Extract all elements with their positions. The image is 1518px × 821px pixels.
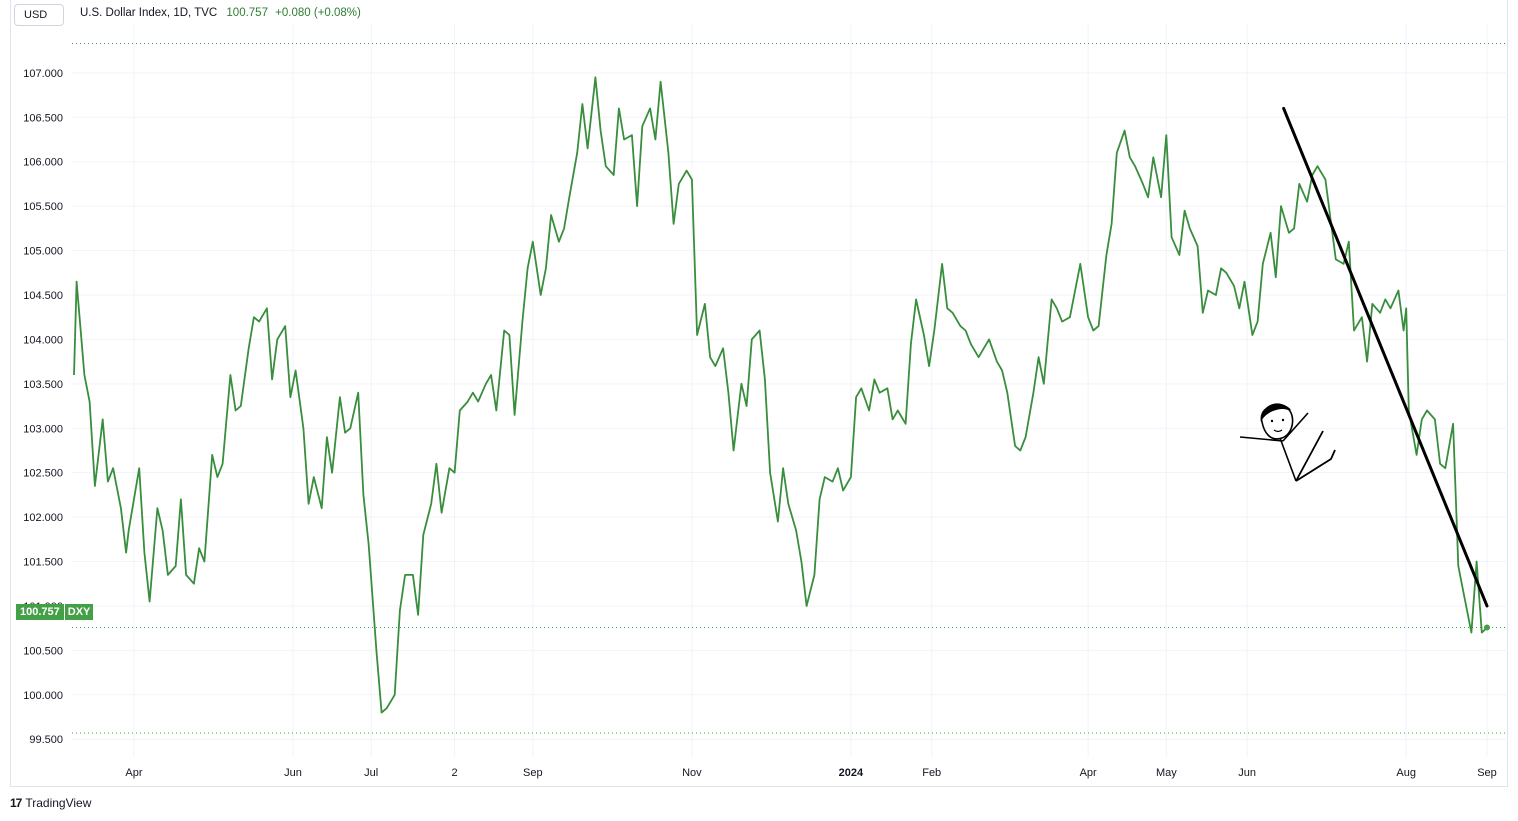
y-tick-label: 102.500: [23, 468, 63, 480]
stick-figure-body: [1279, 437, 1297, 482]
x-tick-label: May: [1156, 767, 1177, 779]
y-tick-label: 100.500: [23, 645, 63, 657]
y-tick-label: 105.000: [23, 246, 63, 258]
x-tick-label: Sep: [1477, 767, 1497, 779]
x-tick-label: Apr: [125, 767, 142, 779]
stick-figure-eye: [1270, 419, 1274, 423]
y-tick-label: 105.500: [23, 201, 63, 213]
y-tick-label: 106.500: [23, 112, 63, 124]
last-point-marker: [1484, 624, 1490, 631]
price-tag-value: 100.757: [16, 604, 64, 620]
x-tick-label: Apr: [1080, 767, 1097, 779]
y-tick-label: 103.000: [23, 423, 63, 435]
x-tick-label: Nov: [682, 767, 702, 779]
y-tick-label: 104.000: [23, 334, 63, 346]
y-tick-label: 100.000: [23, 690, 63, 702]
x-tick-label: Sep: [523, 767, 543, 779]
currency-badge[interactable]: USD: [14, 4, 64, 26]
series-line-dxy: [73, 76, 1488, 714]
x-tick-label: Jun: [284, 767, 302, 779]
last-price-tag: 100.757 DXY: [16, 604, 94, 620]
x-tick-label: Jun: [1238, 767, 1256, 779]
footer: 17 TradingView: [10, 796, 91, 810]
price-change: +0.080 (+0.08%): [275, 7, 361, 19]
x-tick-label: Aug: [1396, 767, 1416, 779]
chart-plot[interactable]: 99.500100.000100.500101.000101.500102.00…: [0, 0, 1518, 790]
header: USD: [14, 4, 64, 26]
stick-figure-eye: [1281, 418, 1285, 422]
stick-figure-legs: [1295, 430, 1336, 482]
x-tick-label: 2: [452, 767, 458, 779]
trend-line-drawing: [1282, 106, 1489, 608]
y-tick-label: 106.000: [23, 157, 63, 169]
stick-figure-arms: [1239, 412, 1309, 442]
x-tick-label: Feb: [922, 767, 941, 779]
y-tick-label: 104.500: [23, 290, 63, 302]
price-tag-symbol: DXY: [64, 604, 94, 620]
tradingview-logo-icon[interactable]: 17: [10, 796, 22, 810]
y-tick-label: 99.500: [29, 734, 63, 746]
x-tick-label: Jul: [364, 767, 378, 779]
stick-figure-mouth: [1273, 429, 1283, 433]
stick-figure-hair: [1260, 403, 1291, 422]
y-tick-label: 101.500: [23, 557, 63, 569]
chart-frame[interactable]: [10, 0, 1508, 787]
x-tick-label: 2024: [839, 767, 864, 779]
legend: U.S. Dollar Index, 1D, TVC 100.757 +0.08…: [80, 7, 361, 19]
last-price: 100.757: [226, 7, 268, 19]
brand-name[interactable]: TradingView: [25, 796, 92, 810]
y-tick-label: 107.000: [23, 68, 63, 80]
y-tick-label: 103.500: [23, 379, 63, 391]
y-tick-label: 102.000: [23, 512, 63, 524]
symbol-description[interactable]: U.S. Dollar Index, 1D, TVC: [80, 7, 218, 19]
